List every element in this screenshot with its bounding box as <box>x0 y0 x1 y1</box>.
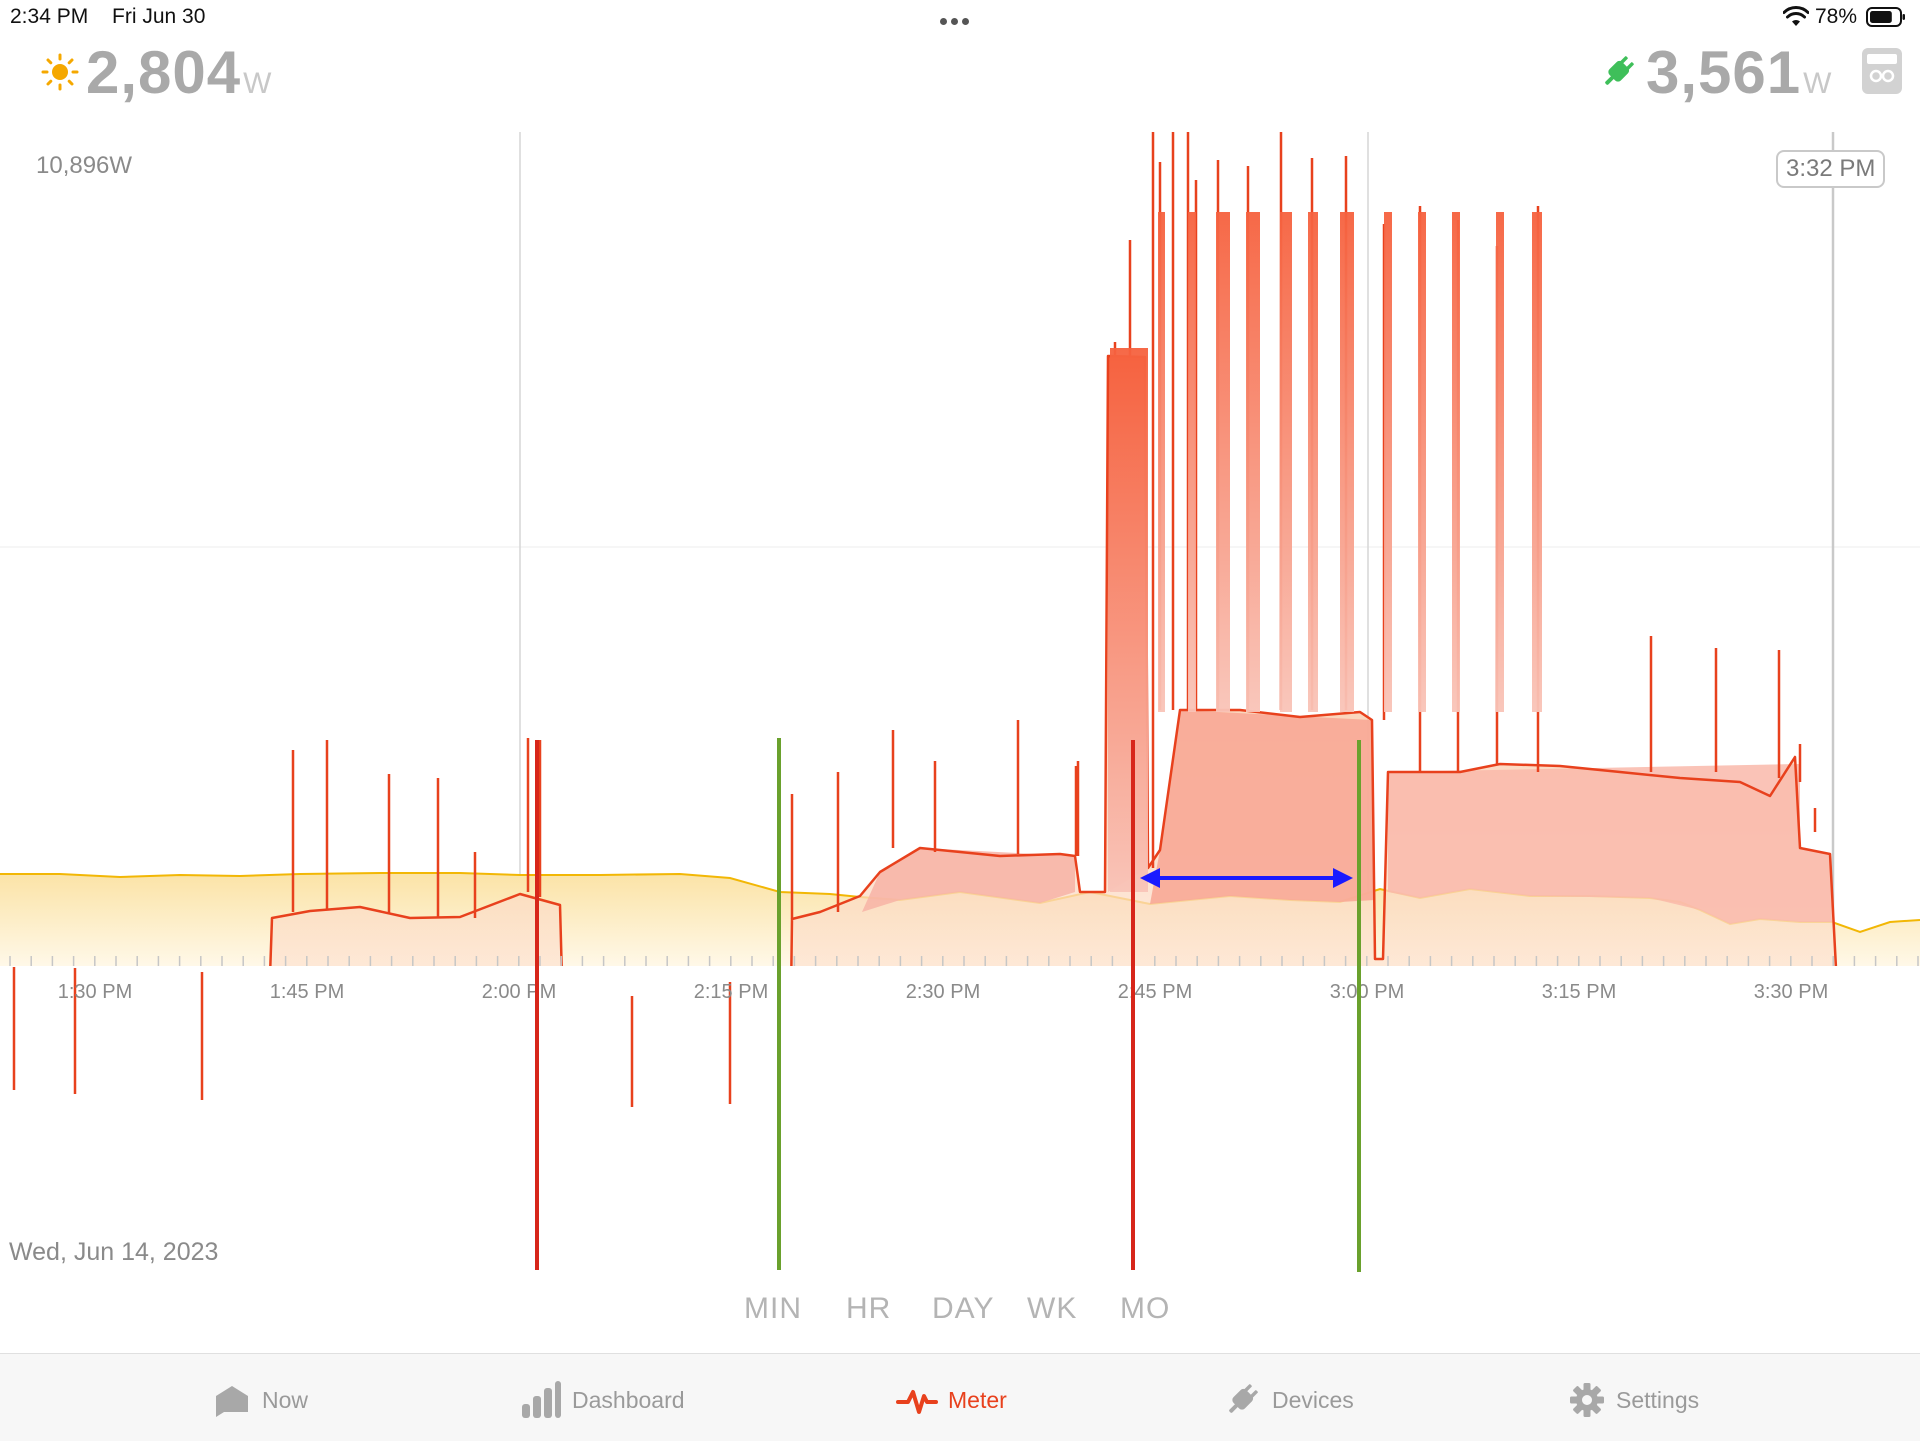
usage-column <box>1384 212 1392 712</box>
plug-icon <box>1605 56 1634 85</box>
solar-production-readout[interactable]: 2,804W <box>86 38 272 107</box>
gear-icon <box>1570 1383 1604 1417</box>
usage-column <box>1340 212 1354 712</box>
tab-label: Settings <box>1616 1386 1700 1413</box>
consumption-readout[interactable]: 3,561W <box>1646 38 1832 107</box>
usage-column <box>1216 212 1230 712</box>
more-dots-icon[interactable] <box>940 12 980 25</box>
excess-area-4 <box>1388 764 1832 924</box>
x-tick-label: 1:45 PM <box>270 981 344 1003</box>
x-tick-label: 2:45 PM <box>1118 981 1192 1003</box>
usage-column <box>1418 212 1426 712</box>
consumption-line <box>269 354 1838 966</box>
wifi-icon <box>1783 6 1809 26</box>
solar-value: 2,804 <box>86 39 242 106</box>
annotation-arrow-left-head <box>1140 868 1160 888</box>
usage-column <box>1496 212 1504 712</box>
x-tick-label: 2:30 PM <box>906 981 980 1003</box>
range-hr-button[interactable]: HR <box>846 1292 892 1325</box>
tab-dashboard[interactable]: Dashboard <box>520 1380 685 1420</box>
status-time: 2:34 PM <box>10 5 89 28</box>
cursor-time-badge: 3:32 PM <box>1776 150 1886 188</box>
annotation-arrow-right-head <box>1333 868 1353 888</box>
tab-label: Devices <box>1272 1386 1354 1413</box>
battery-icon <box>1866 7 1905 27</box>
usage-column <box>1452 212 1460 712</box>
x-tick-label: 3:00 PM <box>1330 981 1404 1003</box>
excess-area-3 <box>1150 710 1375 904</box>
usage-column <box>1158 212 1165 712</box>
usage-column <box>1110 348 1148 892</box>
meter-icon[interactable] <box>1860 46 1904 96</box>
power-chart[interactable]: 1:30 PM 1:45 PM 2:00 PM 2:15 PM 2:30 PM 2:45 … <box>0 132 1920 1272</box>
x-tick-label: 3:15 PM <box>1542 981 1616 1003</box>
battery-percent: 78% <box>1815 5 1858 28</box>
home-speech-icon <box>216 1386 248 1417</box>
bar-chart-icon <box>522 1381 561 1418</box>
tab-settings[interactable]: Settings <box>1568 1380 1699 1420</box>
plug-icon <box>1229 1384 1258 1413</box>
tab-meter[interactable]: Meter <box>896 1380 1007 1420</box>
consumption-area <box>0 356 1920 966</box>
range-day-button[interactable]: DAY <box>932 1292 995 1325</box>
usage-column <box>1532 212 1542 712</box>
tab-label: Meter <box>948 1386 1007 1413</box>
usage-column <box>1246 212 1260 712</box>
range-min-button[interactable]: MIN <box>744 1292 802 1325</box>
excess-area-1 <box>862 848 1075 912</box>
usage-value: 3,561 <box>1646 39 1802 106</box>
chart-canvas[interactable]: 1:30 PM 1:45 PM 2:00 PM 2:15 PM 2:30 PM 2:45 … <box>0 132 1920 1272</box>
range-wk-button[interactable]: WK <box>1027 1292 1078 1325</box>
tab-devices[interactable]: Devices <box>1222 1380 1354 1420</box>
chart-date-label: Wed, Jun 14, 2023 <box>9 1238 219 1266</box>
usage-column <box>1188 212 1196 712</box>
tab-label: Now <box>262 1386 309 1413</box>
usage-unit: W <box>1803 67 1833 100</box>
status-bar: 2:34 PM Fri Jun 30 78% <box>0 0 1920 34</box>
x-tick-label: 2:00 PM <box>482 981 556 1003</box>
usage-column <box>1280 212 1292 712</box>
sun-icon <box>41 53 79 91</box>
usage-column <box>1308 212 1318 712</box>
tab-label: Dashboard <box>572 1386 685 1413</box>
tab-now[interactable]: Now <box>212 1380 308 1420</box>
range-mo-button[interactable]: MO <box>1120 1292 1171 1325</box>
chart-max-label: 10,896W <box>36 152 133 179</box>
x-tick-label: 1:30 PM <box>58 981 132 1003</box>
tab-bar: Now Dashboard Meter Devices <box>0 1353 1920 1441</box>
status-date: Fri Jun 30 <box>112 5 206 28</box>
solar-unit: W <box>243 67 273 100</box>
pulse-icon <box>896 1390 938 1414</box>
x-tick-label: 3:30 PM <box>1754 981 1828 1003</box>
x-tick-label: 2:15 PM <box>694 981 768 1003</box>
